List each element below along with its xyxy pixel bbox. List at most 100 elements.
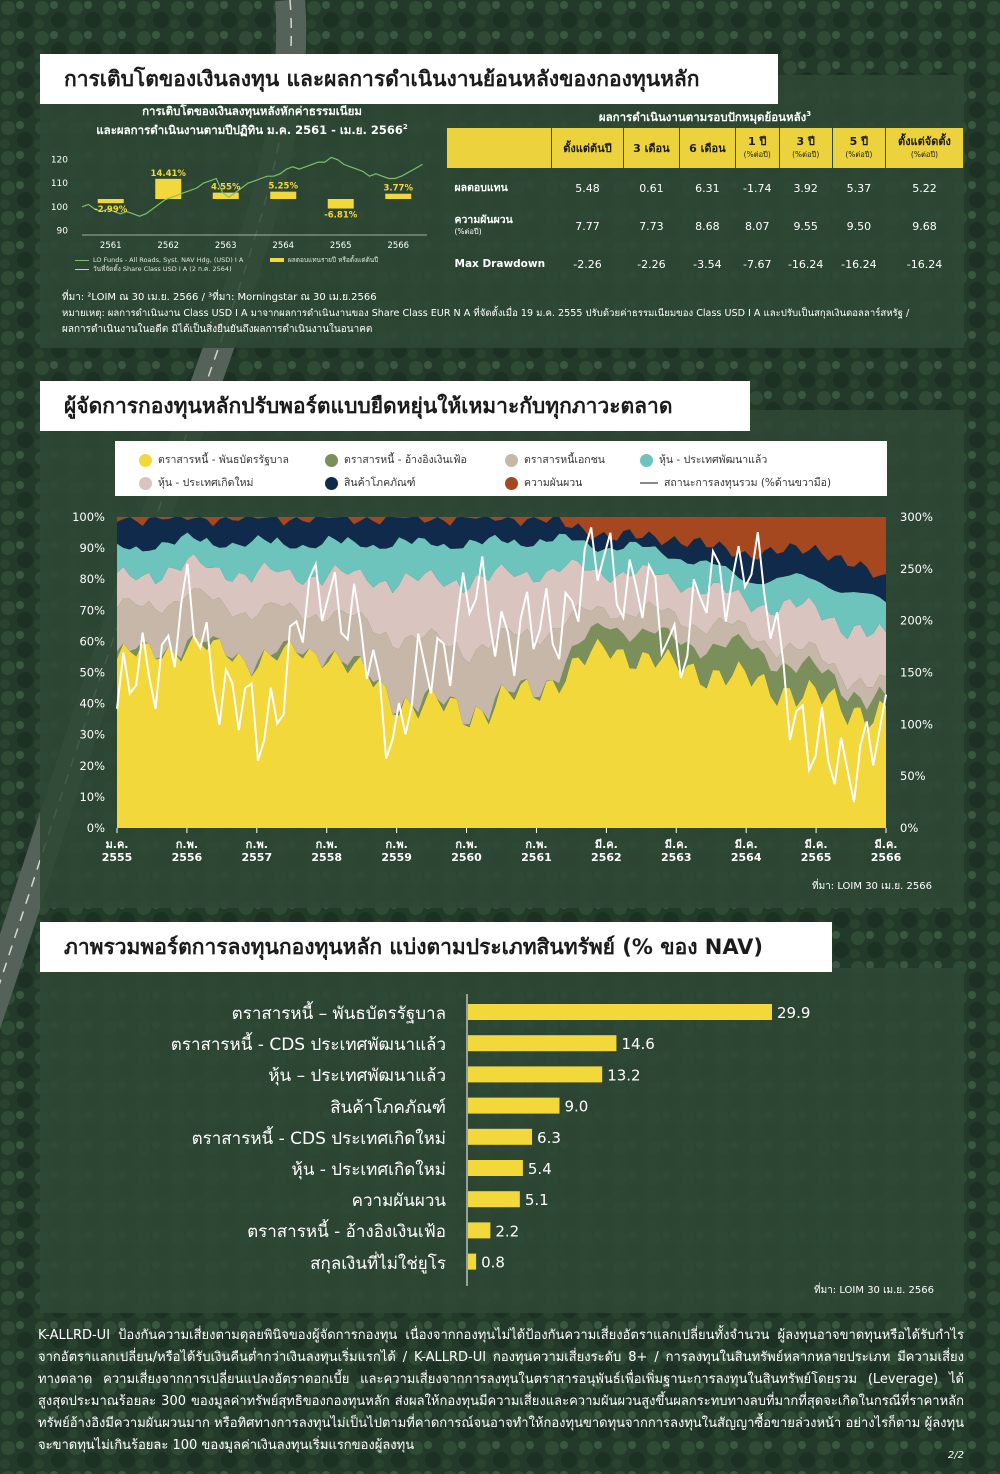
exposure-line [116,527,887,803]
nav-category-label: สินค้าโภคภัณฑ์ [330,1097,446,1118]
legend-item: สินค้าโภคภัณฑ์ [325,474,415,491]
nav-bar [468,1097,560,1114]
table-cell: 8.07 [744,219,770,233]
y-left-tick-label: 50% [79,666,105,680]
table-cell: -1.74 [742,181,772,195]
table-cell: 0.61 [639,181,664,195]
perf-header-row: ตั้งแต่ต้นปี 3 เดือน 6 เดือน 1 ปี (%ต่อปี… [446,127,965,169]
nav-bar [468,1066,603,1083]
y-tick-label: 110 [52,179,68,189]
area-series [117,634,886,828]
table-row: Max Drawdown -2.26 -2.26 -3.54 -7.67 -16… [447,245,964,283]
x-tick-label: มี.ค. 2564 [731,838,762,864]
table-cell: -2.26 [637,257,666,271]
nav-category-label: ตราสารหนี้ - อ้างอิงเงินเฟ้อ [247,1222,446,1243]
nav-bar [468,1004,772,1020]
table-cell: 9.68 [912,219,937,233]
table-cell: -7.67 [742,257,772,271]
disclaimer-text: K-ALLRD-UI ป้องกันความเสี่ยงตามดุลยพินิจ… [38,1328,964,1453]
y-left-tick-label: 20% [79,759,105,773]
nav-bar [468,1253,477,1270]
perf-header-1y: 1 ปี (%ต่อปี) [734,127,780,169]
legend-item: ตราสารหนี้ - พันธบัตรรัฐบาล [139,451,289,468]
x-tick-label: มี.ค. 2565 [801,838,832,864]
section3-header: ภาพรวมพอร์ตการลงทุนกองทุนหลัก แบ่งตามประ… [40,922,832,972]
nav-bar [468,1035,617,1052]
x-tick-label: มี.ค. 2563 [661,838,692,864]
area-series [117,532,886,640]
allocation-source: ที่มา: LOIM 30 เม.ย. 2566 [812,881,932,892]
growth-chart: 90 100 110 120 -2.99% 2561 14.41% 2562 4.55% 256… [52,156,427,251]
nav-category-label: สกุลเงินที่ไม่ใช่ยูโร [310,1253,446,1274]
nav-bar [468,1160,523,1176]
performance-panel [40,75,964,348]
annual-return-bar [385,193,412,199]
nav-bar-value: 5.1 [525,1191,549,1209]
bar-value-label: -6.81% [324,211,357,221]
growth-chart-title: การเติบโตของเงินลงทุนหลังหักค่าธรรมเนียม… [96,104,408,137]
bar-value-label: 5.25% [269,182,299,192]
nav-category-label: ตราสารหนี้ - CDS ประเทศเกิดใหม่ [191,1128,446,1149]
annual-return-bar [155,178,182,199]
legend-item: หุ้น - ประเทศพัฒนาแล้ว [640,451,767,468]
nav-category-label: ความผันผวน [351,1191,446,1212]
nav-bar-value: 6.3 [537,1129,561,1147]
nav-bar-value: 2.2 [495,1222,519,1240]
annual-return-bar [212,192,239,199]
performance-notes: ที่มา: ²LOIM ณ 30 เม.ย. 2566 / ³ที่มา: M… [62,290,962,338]
table-cell: 3.92 [793,181,818,195]
x-tick-label: ก.พ. 2560 [451,838,482,864]
x-tick-label: ก.พ. 2561 [521,838,552,864]
growth-line [81,156,423,217]
y-right-tick-label: 300% [900,510,933,524]
table-cell: 5.37 [846,181,872,195]
bar-value-label: 14.41% [151,169,187,179]
allocation-legend: ตราสารหนี้ - พันธบัตรรัฐบาล ตราสารหนี้ -… [115,441,887,496]
perf-header-3m: 3 เดือน [622,127,680,169]
table-cell: -3.54 [693,257,722,271]
table-cell: -16.24 [787,257,824,271]
annual-return-bar [327,199,354,209]
perf-header-inception: ตั้งแต่จัดตั้ง (%ต่อปี) [884,127,965,169]
table-cell: 9.55 [793,219,818,233]
bar-value-label: -2.99% [94,205,127,215]
area-series [117,588,886,725]
x-tick-label: ม.ค. 2555 [102,838,133,864]
note-source: ที่มา: ²LOIM ณ 30 เม.ย. 2566 / ³ที่มา: M… [62,292,377,303]
page-number: 2/2 [947,1450,964,1461]
x-tick-label: ก.พ. 2557 [242,838,273,864]
allocation-chart: 0% 10% 20% 30% 40% 50% 60% 70% 80% 90% 100% 0% 50% 10… [72,510,933,864]
perf-header-blank [446,127,552,169]
legend-item: สถานะการลงทุนรวม (%ด้านขวามือ) [640,474,831,491]
x-tick-label: 2566 [387,241,409,251]
area-series [117,517,886,578]
y-tick-label: 100 [52,203,68,213]
area-series [117,517,886,603]
nav-bar-value: 9.0 [565,1098,589,1116]
y-left-tick-label: 30% [79,728,105,742]
x-tick-label: ก.พ. 2559 [381,838,412,864]
y-right-tick-label: 0% [900,821,918,835]
y-tick-label: 120 [52,156,68,166]
perf-header-ytd: ตั้งแต่ต้นปี [551,127,624,169]
table-cell: -2.26 [573,257,602,271]
x-tick-label: ก.พ. 2556 [172,838,203,864]
y-left-tick-label: 40% [79,697,105,711]
table-cell: -16.24 [906,257,943,271]
y-left-tick-label: 100% [72,510,105,524]
legend-item: ตราสารหนี้เอกชน [505,451,605,468]
nav-bar-value: 13.2 [607,1066,640,1084]
x-tick-label: มี.ค. 2562 [591,838,622,864]
y-right-tick-label: 200% [900,614,933,628]
nav-bar-chart: 29.9 14.6 13.2 9.06.3 5.4 5.1 2.2 0.8 [466,994,810,1286]
row-label: ผลตอบแทน [454,182,508,194]
table-cell: 9.50 [846,219,872,233]
nav-bar [468,1191,520,1208]
y-right-tick-label: 100% [900,717,933,731]
annual-return-bar [97,199,124,204]
x-tick-label: 2565 [330,241,352,251]
legend-item: ตราสารหนี้ - อ้างอิงเงินเฟ้อ [325,451,467,468]
bar-value-label: 3.77% [384,184,414,194]
table-cell: 8.68 [695,219,720,233]
legend-item: ความผันผวน [505,474,582,491]
